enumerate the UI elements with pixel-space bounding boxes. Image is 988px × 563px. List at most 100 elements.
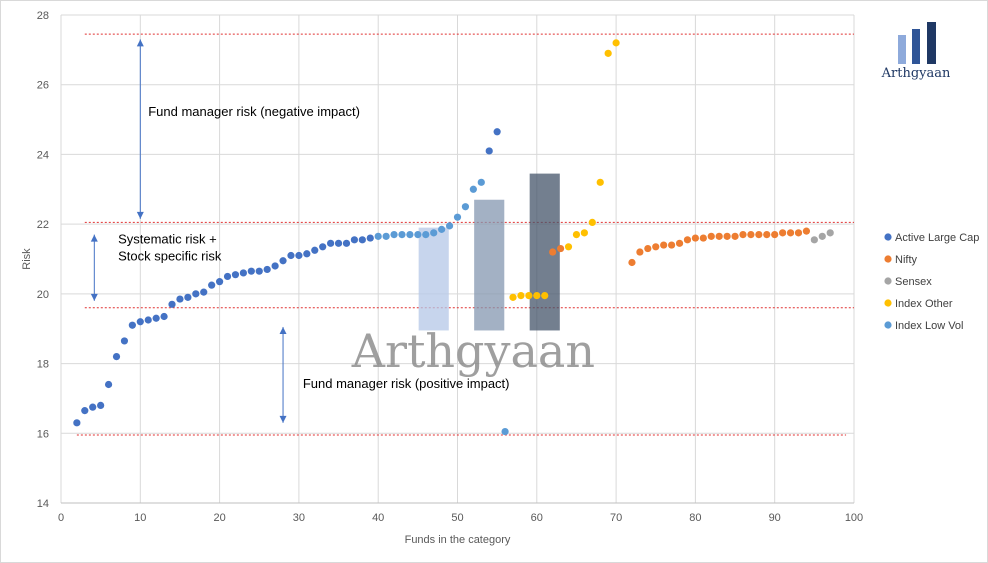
data-point (366, 234, 374, 242)
data-point (216, 278, 224, 286)
data-point (422, 231, 430, 239)
data-point (556, 244, 565, 253)
data-point (81, 407, 89, 415)
data-point (786, 229, 795, 237)
data-point (350, 236, 359, 244)
arrow-head-down (136, 211, 144, 219)
double-arrow (136, 39, 144, 219)
data-point (588, 218, 596, 226)
legend-marker (884, 299, 892, 307)
data-point (461, 203, 470, 211)
data-point (160, 312, 168, 321)
reference-lines (76, 33, 854, 436)
data-point (477, 178, 485, 186)
data-point (327, 239, 335, 247)
arrow-head-up (136, 39, 144, 47)
data-point (580, 229, 588, 237)
legend-marker (884, 321, 892, 329)
data-point (549, 248, 557, 256)
x-tick-label: 60 (531, 512, 543, 524)
y-tick-label: 14 (37, 498, 49, 510)
legend-entry: Nifty (895, 254, 918, 266)
data-point (683, 236, 692, 244)
annotation-text: Fund manager risk (negative impact) (148, 104, 360, 119)
data-point (231, 271, 240, 279)
legend: Active Large Cap Nifty Sensex Index Other In… (884, 232, 979, 332)
data-point (263, 265, 271, 274)
data-point (136, 318, 144, 326)
data-point (414, 231, 422, 239)
data-point (453, 213, 462, 221)
x-tick-label: 20 (213, 512, 225, 524)
legend-marker (884, 277, 892, 285)
data-point (104, 380, 113, 389)
data-point (755, 231, 763, 239)
data-point (668, 241, 676, 249)
annotation-text: Stock specific risk (118, 249, 222, 264)
data-point (525, 292, 533, 300)
data-point (430, 229, 438, 237)
y-tick-label: 28 (37, 10, 49, 22)
data-point (826, 229, 834, 237)
data-point (731, 232, 739, 240)
data-point (485, 147, 493, 155)
x-tick-label: 70 (610, 512, 622, 524)
data-point (97, 401, 105, 409)
data-point (382, 232, 390, 240)
data-point (564, 243, 573, 251)
data-point (247, 267, 255, 275)
overlay-bar (474, 199, 505, 331)
arrow-head-down (279, 415, 287, 423)
data-point (128, 321, 136, 329)
data-point (533, 292, 541, 300)
data-point (699, 234, 707, 242)
x-tick-label: 100 (845, 512, 863, 524)
data-point (208, 281, 216, 289)
y-tick-label: 16 (37, 428, 49, 440)
x-tick-label: 50 (451, 512, 463, 524)
data-point (763, 231, 771, 239)
data-point (438, 225, 446, 233)
y-tick-label: 20 (37, 289, 49, 301)
x-tick-label: 30 (293, 512, 305, 524)
arrow-head-up (90, 234, 98, 242)
data-point (715, 232, 723, 240)
annotation-text: Systematic risk + (118, 231, 217, 246)
data-point (612, 39, 620, 47)
data-point (445, 222, 454, 230)
data-point (200, 288, 208, 296)
logo-bar-2 (912, 29, 920, 64)
data-point (89, 403, 97, 411)
overlay-bars (418, 173, 560, 331)
data-point (818, 232, 826, 240)
data-point (660, 241, 668, 249)
data-point (572, 231, 581, 239)
data-point (255, 267, 263, 275)
data-point (73, 419, 81, 427)
data-point (311, 246, 319, 254)
data-point (303, 250, 311, 258)
data-point (802, 227, 811, 235)
data-point (144, 316, 152, 324)
data-point (707, 232, 715, 240)
data-point (390, 231, 398, 239)
data-point (287, 251, 295, 260)
data-point (810, 236, 818, 244)
annotations: Fund manager risk (negative impact) Syste… (118, 104, 509, 391)
legend-marker (884, 255, 892, 263)
double-arrow (90, 234, 98, 301)
x-tick-label: 10 (134, 512, 146, 524)
legend-marker (884, 233, 892, 241)
legend-entry: Sensex (895, 276, 932, 288)
legend-entry: Active Large Cap (895, 232, 979, 244)
legend-entry: Index Other (895, 298, 953, 310)
data-point (406, 231, 414, 239)
x-tick-label: 0 (58, 512, 64, 524)
overlay-bar (418, 227, 449, 331)
data-point (184, 293, 192, 301)
data-point (509, 293, 517, 301)
data-point (239, 269, 247, 277)
data-point (319, 243, 327, 251)
data-point (691, 234, 700, 242)
